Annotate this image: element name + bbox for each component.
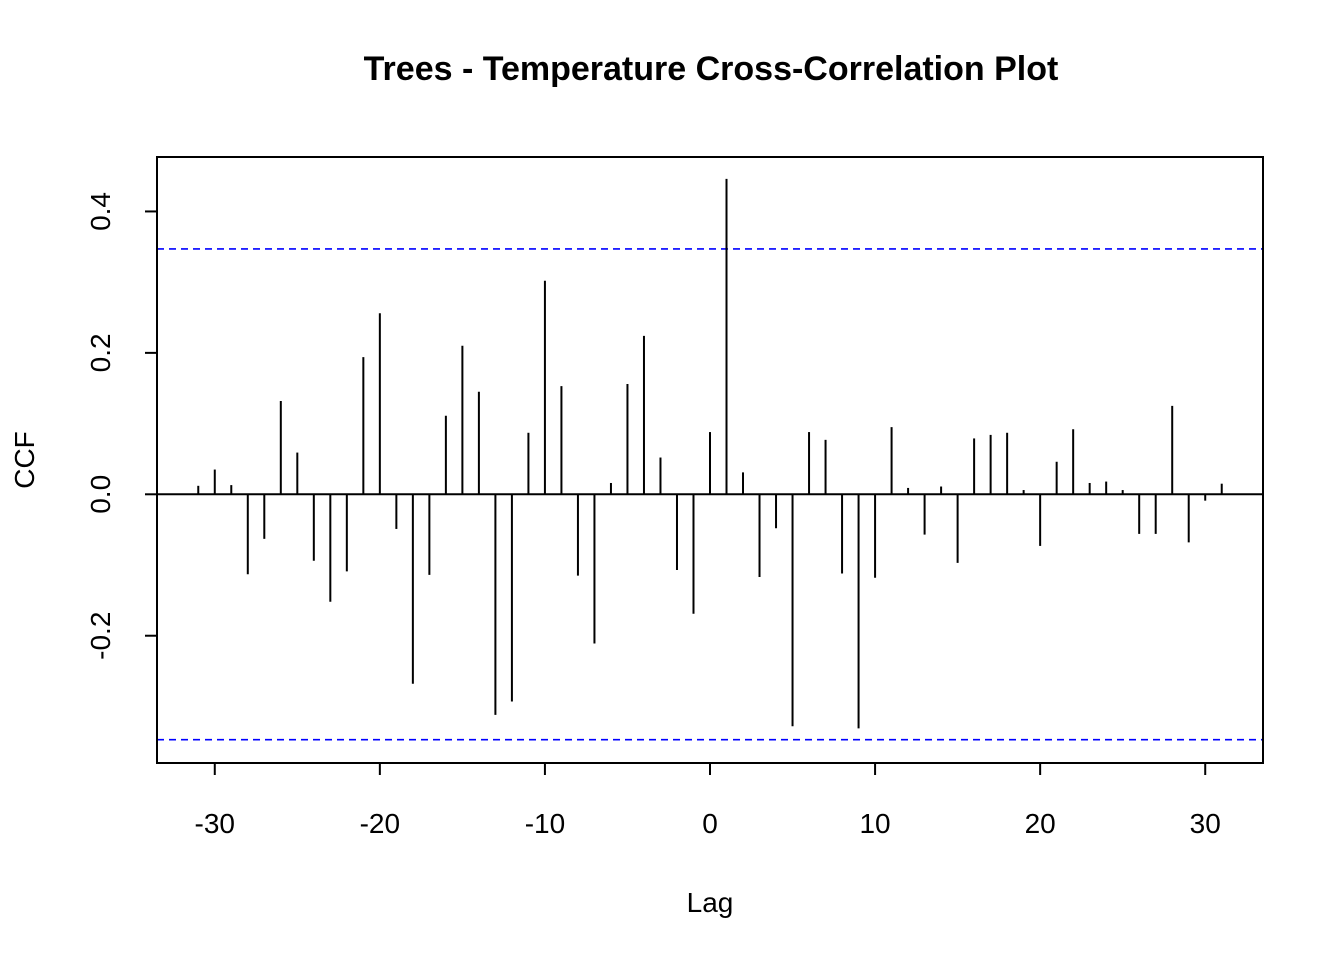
x-tick-label: 30 [1190,808,1221,839]
chart-title: Trees - Temperature Cross-Correlation Pl… [364,50,1059,88]
x-tick-label: 0 [702,808,718,839]
y-tick-label: -0.2 [85,612,116,660]
x-tick-label: -10 [525,808,565,839]
x-tick-label: -30 [195,808,235,839]
x-tick-label: 20 [1025,808,1056,839]
x-tick-label: -20 [360,808,400,839]
y-tick-label: 0.2 [85,333,116,372]
y-axis-label: CCF [9,431,40,489]
plot-area [157,178,1263,741]
x-tick-label: 10 [859,808,890,839]
y-tick-label: 0.0 [85,475,116,514]
x-axis: -30 -20 -10 0 10 20 30 [195,762,1221,839]
y-tick-label: 0.4 [85,192,116,231]
y-axis: -0.2 0.0 0.2 0.4 [85,192,158,660]
x-axis-label: Lag [687,887,734,918]
